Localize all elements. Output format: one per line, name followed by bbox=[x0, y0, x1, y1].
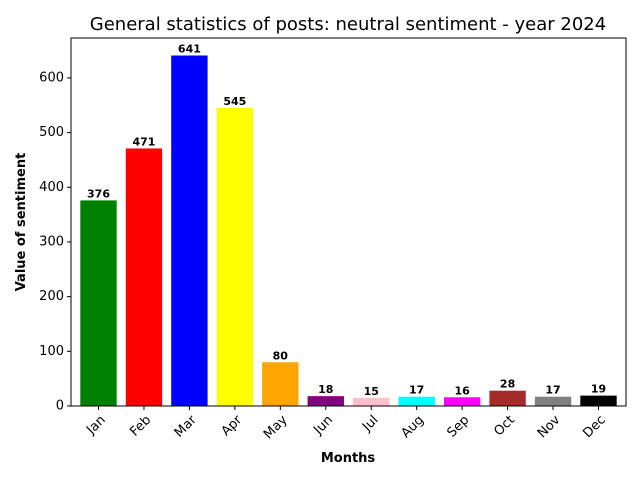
y-tick-label: 100 bbox=[39, 344, 64, 359]
chart-title: General statistics of posts: neutral sen… bbox=[90, 14, 606, 35]
y-tick-label: 600 bbox=[39, 70, 64, 85]
data-label-apr: 545 bbox=[223, 95, 246, 108]
bar-jan bbox=[80, 200, 117, 406]
data-labels-group: 376 471 641 545 80 18 15 17 16 28 17 19 bbox=[87, 42, 606, 397]
y-tick-label: 500 bbox=[39, 125, 64, 140]
bar-jun bbox=[307, 396, 344, 406]
data-label-jan: 376 bbox=[87, 187, 110, 200]
y-tick-label: 400 bbox=[39, 180, 64, 195]
bar-feb bbox=[125, 148, 163, 406]
data-label-sep: 16 bbox=[454, 384, 470, 397]
bar-mar bbox=[171, 55, 208, 406]
data-label-may: 80 bbox=[273, 349, 289, 362]
bar-apr bbox=[216, 107, 254, 406]
bar-nov bbox=[534, 396, 572, 406]
data-label-mar: 641 bbox=[178, 42, 201, 55]
data-label-feb: 471 bbox=[132, 135, 155, 148]
x-axis-label: Months bbox=[321, 451, 376, 466]
y-axis: 0 100 200 300 400 500 600 bbox=[39, 70, 71, 414]
plot-area-frame bbox=[70, 37, 627, 407]
data-label-oct: 28 bbox=[500, 378, 515, 391]
bars-group bbox=[80, 55, 617, 406]
bar-dec bbox=[580, 395, 617, 406]
bar-sep bbox=[443, 397, 481, 406]
y-tick-label: 300 bbox=[39, 234, 64, 249]
data-label-jun: 18 bbox=[318, 383, 333, 396]
bar-may bbox=[262, 362, 299, 406]
data-label-nov: 17 bbox=[545, 384, 560, 397]
data-label-aug: 17 bbox=[409, 384, 424, 397]
y-axis-label: Value of sentiment bbox=[14, 153, 29, 292]
bar-jul bbox=[353, 397, 390, 406]
y-tick-label: 0 bbox=[56, 399, 64, 414]
y-tick-label: 200 bbox=[39, 289, 64, 304]
bar-aug bbox=[398, 396, 435, 406]
data-label-jul: 15 bbox=[364, 385, 379, 398]
data-label-dec: 19 bbox=[591, 383, 606, 396]
bar-oct bbox=[489, 390, 526, 406]
